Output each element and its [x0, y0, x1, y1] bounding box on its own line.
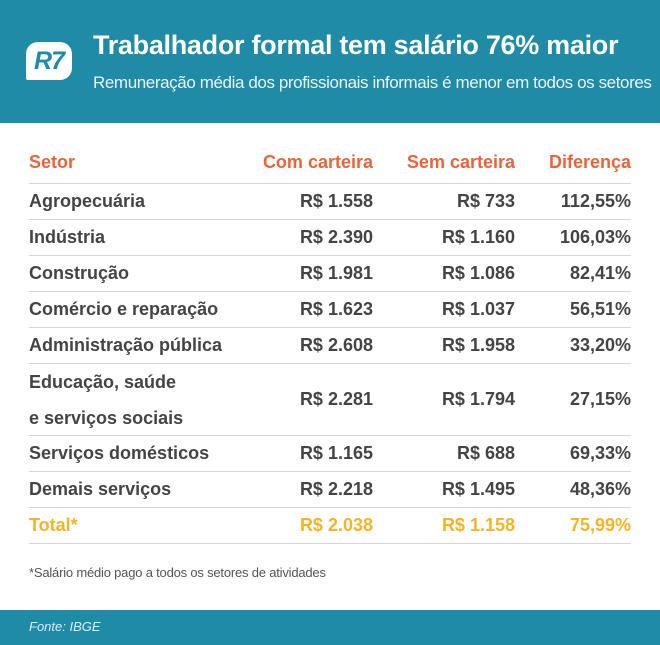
- setor-cell: Comércio e reparação: [29, 299, 219, 319]
- r7-logo: R7: [26, 42, 72, 80]
- footnote: *Salário médio pago a todos os setores d…: [29, 565, 326, 580]
- setor-cell: Serviços domésticos: [29, 443, 210, 463]
- setor-line-2: e serviços sociais: [29, 407, 184, 428]
- setor-line-1: Educação, saúde: [29, 371, 177, 392]
- diferenca-cell: 82,41%: [569, 263, 631, 283]
- diferenca-cell: 56,51%: [569, 299, 631, 319]
- diferenca-cell: 27,15%: [569, 389, 631, 409]
- table-row: Comércio e reparação R$ 1.623 R$ 1.037 5…: [29, 292, 631, 328]
- com-carteira-cell: R$ 2.218: [299, 479, 373, 499]
- com-carteira-cell: R$ 1.981: [299, 263, 373, 283]
- table-row: Indústria R$ 2.390 R$ 1.160 106,03%: [29, 220, 631, 256]
- sem-carteira-cell: R$ 1.160: [441, 227, 515, 247]
- sem-carteira-cell: R$ 1.794: [441, 389, 515, 409]
- header-sem-carteira: Sem carteira: [406, 152, 515, 172]
- page-title: Trabalhador formal tem salário 76% maior: [93, 30, 619, 60]
- total-com-carteira: R$ 2.038: [299, 515, 373, 535]
- total-sem-carteira: R$ 1.158: [441, 515, 515, 535]
- setor-cell: Indústria: [29, 227, 106, 247]
- com-carteira-cell: R$ 1.623: [299, 299, 373, 319]
- table-header-row: Setor Com carteira Sem carteira Diferenç…: [29, 146, 631, 184]
- setor-cell-text: Educação, saúde e serviços sociais: [29, 364, 183, 436]
- source-label: Fonte: IBGE: [29, 619, 101, 634]
- sem-carteira-cell: R$ 1.958: [441, 335, 515, 355]
- total-label: Total*: [29, 515, 78, 535]
- diferenca-cell: 112,55%: [560, 191, 631, 211]
- sem-carteira-cell: R$ 688: [456, 443, 515, 463]
- footer-bar: Fonte: IBGE: [0, 610, 660, 645]
- table-row: Agropecuária R$ 1.558 R$ 733 112,55%: [29, 184, 631, 220]
- table-row: Demais serviços R$ 2.218 R$ 1.495 48,36%: [29, 472, 631, 508]
- total-diferenca: 75,99%: [569, 515, 631, 535]
- com-carteira-cell: R$ 2.281: [299, 389, 373, 409]
- setor-cell: Educação, saúde e serviços sociais: [29, 364, 259, 435]
- diferenca-cell: 106,03%: [559, 227, 631, 247]
- diferenca-cell: 69,33%: [569, 443, 631, 463]
- sem-carteira-cell: R$ 733: [456, 191, 515, 211]
- page-subtitle: Remuneração média dos profissionais info…: [93, 73, 652, 92]
- setor-cell: Demais serviços: [29, 479, 172, 499]
- header-banner: R7 Trabalhador formal tem salário 76% ma…: [0, 0, 660, 123]
- header-diferenca: Diferença: [548, 152, 631, 172]
- setor-cell: Agropecuária: [29, 191, 146, 211]
- table-total-row: Total* R$ 2.038 R$ 1.158 75,99%: [29, 508, 631, 544]
- table-row: Serviços domésticos R$ 1.165 R$ 688 69,3…: [29, 436, 631, 472]
- salary-table: Setor Com carteira Sem carteira Diferenç…: [29, 146, 631, 544]
- header-setor: Setor: [29, 152, 76, 172]
- table-row: Construção R$ 1.981 R$ 1.086 82,41%: [29, 256, 631, 292]
- header-com-carteira: Com carteira: [262, 152, 373, 172]
- sem-carteira-cell: R$ 1.495: [441, 479, 515, 499]
- com-carteira-cell: R$ 2.608: [299, 335, 373, 355]
- table-row: Administração pública R$ 2.608 R$ 1.958 …: [29, 328, 631, 364]
- com-carteira-cell: R$ 1.165: [299, 443, 373, 463]
- diferenca-cell: 48,36%: [569, 479, 631, 499]
- setor-cell: Administração pública: [29, 335, 223, 355]
- table-row: Educação, saúde e serviços sociais R$ 2.…: [29, 364, 631, 436]
- com-carteira-cell: R$ 1.558: [299, 191, 373, 211]
- sem-carteira-cell: R$ 1.037: [441, 299, 515, 319]
- diferenca-cell: 33,20%: [569, 335, 631, 355]
- com-carteira-cell: R$ 2.390: [299, 227, 373, 247]
- sem-carteira-cell: R$ 1.086: [441, 263, 515, 283]
- setor-cell: Construção: [29, 263, 130, 283]
